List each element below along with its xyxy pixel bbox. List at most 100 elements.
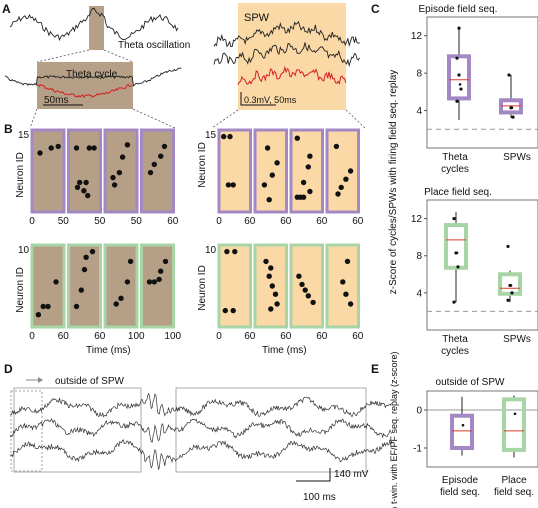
raster-epoch-box — [217, 243, 252, 329]
data-point — [459, 87, 463, 91]
raster-x-tick: 60 — [244, 331, 256, 342]
spw-label: SPW — [244, 12, 270, 24]
box — [450, 413, 474, 451]
raster-x-tick: 0 — [29, 331, 35, 342]
spike-dot — [307, 153, 313, 159]
spike-dot — [151, 161, 157, 168]
raster-x-tick: 60 — [244, 216, 256, 227]
raster-x-tick: 0 — [29, 216, 35, 227]
spike-dot — [302, 287, 308, 293]
spike-dot — [83, 179, 89, 186]
raster-x-tick: 50 — [131, 216, 143, 227]
window-outside-right — [175, 387, 367, 473]
raster-episode-theta: 15 0 50 50 50 60 — [18, 128, 179, 227]
panel-label-d: D — [4, 362, 13, 376]
raster-ymax-tick: 10 — [205, 245, 217, 256]
box — [498, 272, 522, 296]
ylabel-neuron-id-bottom-right: Neuron ID — [197, 265, 208, 311]
spike-dot — [268, 306, 274, 312]
spike-dot — [269, 172, 275, 178]
y-tick-label: 4 — [416, 288, 422, 299]
y-tick-label: 0 — [416, 406, 422, 417]
spike-dot — [73, 303, 80, 310]
cat-spws-c1: SPWs — [503, 152, 531, 163]
spike-dot — [53, 279, 59, 285]
data-point — [456, 265, 460, 269]
raster-x-tick: 60 — [352, 216, 364, 227]
raster-epoch-box — [289, 128, 324, 214]
spike-dot — [232, 248, 238, 255]
raster-x-tick: 60 — [280, 331, 292, 342]
theta-highlight-band — [89, 6, 104, 50]
raster-x-tick: 60 — [167, 216, 179, 227]
theta-oscillation-trace — [9, 7, 179, 42]
raster-epoch-box — [325, 243, 360, 329]
scalebar-time: 100 ms — [303, 492, 336, 503]
theta-zoom-line-right — [103, 49, 134, 63]
theta-oscillation-label: Theta oscillation — [118, 40, 190, 51]
data-point — [510, 291, 514, 295]
cat-place-line2: field seq. — [494, 487, 534, 498]
spike-dot — [221, 133, 227, 140]
raster-epoch-box — [217, 128, 252, 214]
spike-dot — [263, 258, 269, 265]
chart-outside-spw: -1 0 — [413, 390, 538, 468]
data-point — [457, 73, 461, 77]
spw-scalebar-label: 0.3mV, 50ms — [244, 95, 297, 105]
spike-dot — [344, 258, 351, 265]
ylabel-neuron-id-top-right: Neuron ID — [197, 142, 208, 188]
y-tick-label: 8 — [416, 251, 422, 262]
spike-dot — [274, 301, 280, 307]
spike-dot — [343, 176, 349, 182]
mean-dot — [461, 423, 465, 427]
panel-label-a: A — [2, 2, 11, 16]
spw-scalebar — [240, 92, 276, 106]
spw-trace-red — [237, 65, 347, 85]
spike-dot — [124, 142, 131, 148]
data-point — [506, 244, 510, 249]
spike-dot — [118, 295, 124, 301]
spike-dot — [222, 307, 228, 314]
lfp-trace-3 — [9, 439, 392, 470]
spike-dot — [268, 265, 274, 271]
theta-cycle-red-trace — [37, 83, 133, 99]
raster-epoch-box — [140, 243, 175, 329]
data-point — [509, 106, 513, 110]
raster-x-tick: 50 — [58, 216, 70, 227]
data-point — [452, 216, 456, 221]
spike-dot — [162, 258, 169, 265]
spike-dot — [340, 279, 346, 285]
spike-dot — [230, 182, 236, 188]
spike-dot — [74, 184, 81, 191]
raster-x-tick: 100 — [128, 331, 145, 342]
spike-dot — [81, 188, 87, 194]
y-tick-label: -1 — [413, 444, 422, 455]
scalebar-voltage: 140 mV — [334, 469, 369, 480]
theta-cycle-trace — [4, 67, 182, 87]
spike-dot — [81, 266, 88, 273]
panel-e-ylabel: % t-win. with EF/PF seq. replay (z-score… — [389, 351, 399, 508]
theta-cycle-label: Theta cycle — [66, 69, 118, 80]
raster-x-tick: 60 — [316, 331, 328, 342]
ylabel-neuron-id-bottom-left: Neuron ID — [15, 267, 26, 313]
raster-ymax-tick: 15 — [205, 130, 217, 141]
spike-dot — [83, 254, 89, 260]
plot-frame — [426, 390, 538, 468]
spike-dot — [73, 145, 80, 151]
spike-dot — [299, 281, 305, 288]
spike-dot — [85, 192, 91, 199]
spike-dot — [300, 194, 307, 200]
panel-label-c: C — [371, 2, 380, 16]
raster-epoch-box — [140, 128, 175, 214]
theta-scalebar-label: 50ms — [44, 95, 68, 106]
data-point — [457, 26, 461, 30]
lfp-scalebar — [296, 468, 331, 482]
spike-dot — [35, 312, 42, 318]
spike-dot — [300, 179, 307, 186]
spike-dot — [127, 258, 134, 265]
spike-dot — [266, 273, 272, 279]
spike-dot — [158, 268, 164, 274]
spike-dot — [113, 301, 119, 307]
spike-dot — [111, 182, 118, 188]
